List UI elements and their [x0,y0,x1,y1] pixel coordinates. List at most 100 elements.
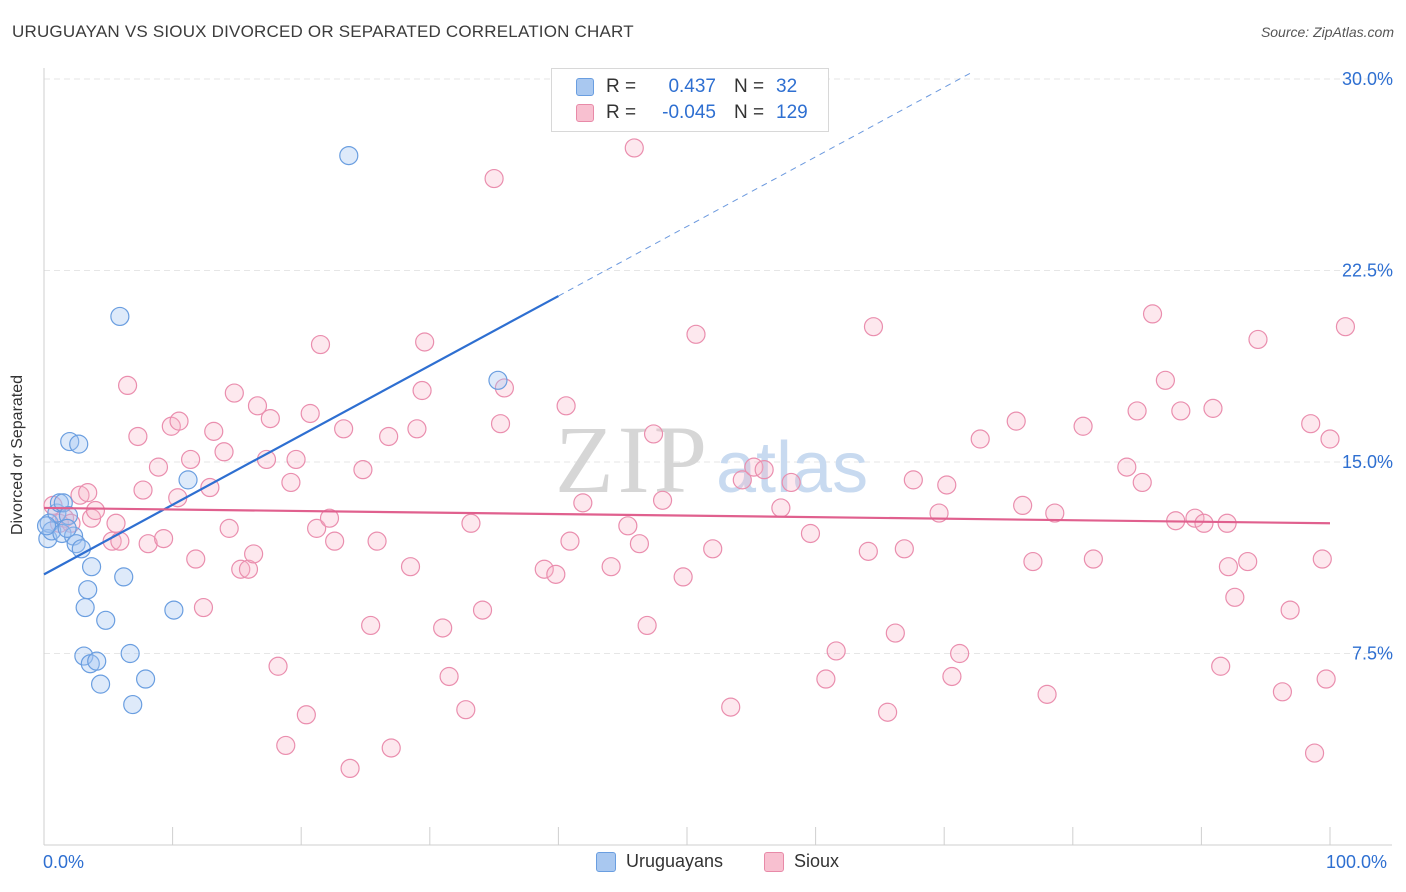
legend-item-uruguayans[interactable]: Uruguayans [596,851,723,872]
sioux-point-100[interactable] [1023,551,1043,572]
sioux-point-105[interactable] [1117,457,1137,477]
sioux-point-37[interactable] [286,449,306,470]
uruguayans-point-27[interactable] [178,470,198,490]
sioux-point-85[interactable] [816,669,836,689]
sioux-point-73[interactable] [643,424,664,444]
uruguayans-point-5[interactable] [52,523,72,544]
sioux-point-89[interactable] [878,702,898,722]
uruguayans-point-18[interactable] [87,651,107,671]
sioux-point-101[interactable] [1037,684,1057,704]
sioux-point-48[interactable] [367,531,387,551]
sioux-point-15[interactable] [148,457,169,477]
sioux-point-43[interactable] [325,531,345,551]
sioux-point-53[interactable] [415,332,435,352]
sioux-point-56[interactable] [439,666,459,687]
sioux-point-33[interactable] [260,408,280,429]
sioux-point-109[interactable] [1155,370,1175,390]
uruguayans-point-15[interactable] [78,580,98,600]
sioux-point-46[interactable] [353,460,373,480]
sioux-point-22[interactable] [193,597,214,618]
sioux-point-38[interactable] [296,705,316,725]
sioux-point-28[interactable] [231,559,251,579]
sioux-point-59[interactable] [472,600,493,620]
uruguayans-point-31[interactable] [57,518,77,538]
uruguayans-point-13[interactable] [74,646,94,666]
sioux-point-65[interactable] [556,396,576,416]
sioux-point-97[interactable] [970,429,990,449]
sioux-point-87[interactable] [858,541,878,561]
sioux-point-36[interactable] [281,472,301,493]
sioux-point-62[interactable] [494,378,514,398]
sioux-point-41[interactable] [310,334,331,355]
uruguayans-point-24[interactable] [123,694,143,715]
sioux-point-12[interactable] [128,426,148,447]
sioux-point-40[interactable] [307,518,327,538]
sioux-point-21[interactable] [186,549,206,569]
sioux-point-118[interactable] [1248,329,1268,350]
sioux-point-61[interactable] [490,414,511,434]
uruguayans-point-20[interactable] [96,610,116,630]
uruguayans-point-10[interactable] [66,534,86,554]
sioux-point-4[interactable] [70,485,90,505]
sioux-point-58[interactable] [461,513,481,533]
sioux-point-122[interactable] [1304,743,1325,763]
sioux-point-116[interactable] [1225,587,1245,607]
sioux-point-68[interactable] [601,557,621,577]
sioux-point-112[interactable] [1194,513,1214,533]
sioux-point-107[interactable] [1132,472,1152,493]
sioux-point-81[interactable] [754,460,774,480]
sioux-point-102[interactable] [1045,503,1065,523]
uruguayans-point-11[interactable] [69,434,89,454]
sioux-point-83[interactable] [781,472,801,493]
sioux-point-96[interactable] [950,643,970,664]
sioux-point-82[interactable] [771,498,791,518]
uruguayans-point-28[interactable] [339,146,359,166]
sioux-point-78[interactable] [721,697,741,717]
sioux-point-95[interactable] [942,666,962,687]
sioux-point-98[interactable] [1006,411,1026,431]
sioux-point-90[interactable] [885,623,905,643]
sioux-point-34[interactable] [268,656,288,676]
sioux-point-19[interactable] [169,411,189,431]
uruguayans-point-25[interactable] [135,669,156,689]
sioux-point-99[interactable] [1013,495,1033,516]
uruguayans-point-22[interactable] [114,567,134,587]
sioux-point-20[interactable] [181,449,201,470]
sioux-point-35[interactable] [276,735,296,756]
sioux-point-9[interactable] [106,513,126,533]
sioux-point-39[interactable] [300,403,320,424]
uruguayans-point-19[interactable] [90,674,111,694]
uruguayans-point-1[interactable] [39,513,59,533]
sioux-point-7[interactable] [85,500,106,521]
sioux-point-88[interactable] [863,317,884,337]
sioux-point-60[interactable] [484,168,504,189]
sioux-point-114[interactable] [1211,656,1231,676]
sioux-point-70[interactable] [624,138,644,158]
sioux-point-14[interactable] [138,534,158,554]
sioux-point-26[interactable] [219,518,239,538]
legend-item-sioux[interactable]: Sioux [764,851,839,872]
sioux-point-126[interactable] [1335,317,1356,337]
sioux-point-72[interactable] [637,615,657,636]
sioux-point-63[interactable] [534,559,554,579]
sioux-point-10[interactable] [110,531,130,551]
sioux-point-42[interactable] [319,508,340,528]
sioux-point-77[interactable] [703,539,723,559]
sioux-point-44[interactable] [334,419,354,439]
uruguayans-point-23[interactable] [120,643,140,664]
sioux-point-86[interactable] [826,641,846,661]
sioux-point-64[interactable] [546,564,566,584]
sioux-point-13[interactable] [133,480,153,500]
sioux-point-106[interactable] [1127,401,1147,421]
sioux-point-66[interactable] [560,531,580,551]
uruguayans-point-29[interactable] [488,370,508,390]
sioux-point-108[interactable] [1142,304,1163,324]
uruguayans-point-21[interactable] [110,306,130,327]
sioux-point-94[interactable] [937,475,957,495]
sioux-point-67[interactable] [573,493,593,513]
sioux-point-79[interactable] [732,470,752,490]
sioux-point-16[interactable] [153,528,174,549]
sioux-point-104[interactable] [1083,549,1103,569]
uruguayans-point-26[interactable] [164,600,184,620]
sioux-point-51[interactable] [400,557,421,577]
